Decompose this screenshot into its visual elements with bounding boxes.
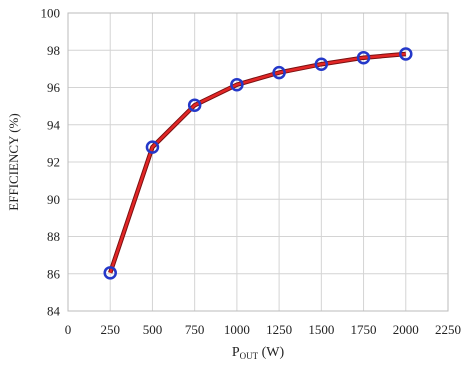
- plot-frame: [67, 12, 449, 312]
- marker: [314, 57, 329, 71]
- y-tick-label: 88: [47, 229, 60, 244]
- y-tick-label: 98: [47, 43, 60, 58]
- x-tick-label: 0: [65, 322, 72, 337]
- marker: [272, 65, 286, 80]
- x-tick-label: 500: [143, 322, 163, 337]
- x-tick-label: 1500: [308, 322, 334, 337]
- x-tick-label: 2250: [435, 322, 461, 337]
- marker: [399, 47, 413, 61]
- x-tick-label: 750: [185, 322, 205, 337]
- y-tick-label: 90: [47, 192, 60, 207]
- x-tick-label: 250: [100, 322, 120, 337]
- y-axis-label: EFFICIENCY (%): [6, 113, 21, 210]
- marker: [356, 50, 371, 65]
- x-tick-label: 2000: [393, 322, 419, 337]
- x-axis-label: POUT (W): [232, 345, 285, 361]
- x-label-sub: OUT: [240, 351, 259, 361]
- line: [109, 52, 406, 274]
- x-tick-label: 1250: [266, 322, 292, 337]
- y-tick-label: 84: [47, 304, 61, 319]
- line-outline: [108, 51, 406, 274]
- y-tick-label: 96: [47, 80, 61, 95]
- y-tick-label: 86: [47, 266, 61, 281]
- y-tick-label: 94: [47, 117, 61, 132]
- x-tick-label: 1000: [224, 322, 250, 337]
- x-tick-label: 1750: [351, 322, 377, 337]
- y-tick-label: 92: [47, 155, 60, 170]
- x-label-main: P: [232, 345, 240, 360]
- marker: [187, 98, 202, 112]
- marker: [145, 140, 160, 154]
- marker: [103, 266, 117, 280]
- marker: [230, 77, 244, 92]
- x-label-rest: (W): [258, 345, 284, 360]
- y-tick-label: 100: [41, 6, 61, 21]
